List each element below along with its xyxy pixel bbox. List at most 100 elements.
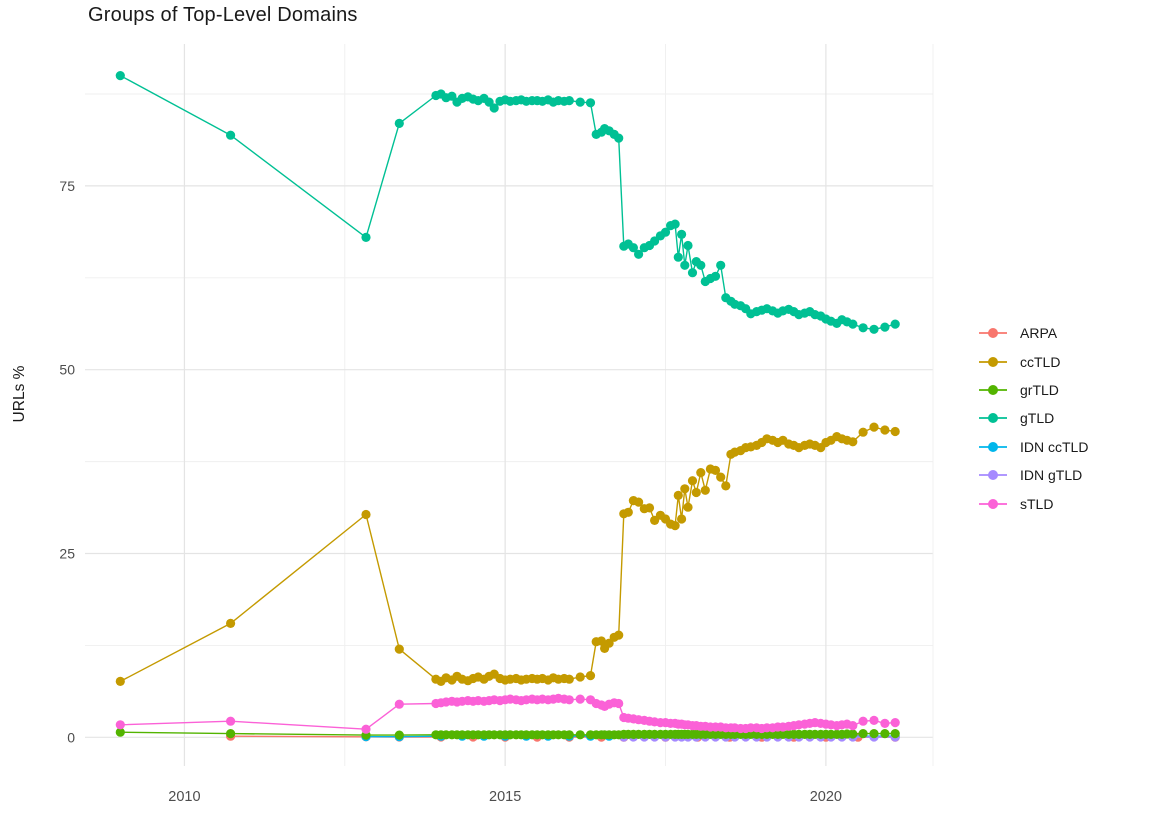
data-point-gtld	[680, 260, 690, 270]
data-point-gtld	[564, 96, 574, 106]
data-point-stld	[848, 721, 858, 731]
x-tick-label: 2015	[489, 789, 521, 805]
legend-item-label: grTLD	[1020, 381, 1059, 398]
data-point-cctld	[394, 644, 404, 654]
y-tick-label: 75	[59, 178, 75, 194]
data-point-gtld	[634, 249, 644, 259]
data-point-cctld	[226, 618, 236, 629]
data-point-cctld	[890, 426, 900, 437]
data-point-stld	[564, 695, 574, 705]
data-point-gtld	[683, 240, 693, 251]
data-point-gtld	[361, 232, 371, 242]
legend-item-gtld: gTLD	[978, 404, 1088, 432]
data-point-cctld	[858, 427, 868, 437]
data-point-cctld	[721, 481, 731, 491]
legend-item-label: sTLD	[1020, 495, 1054, 512]
data-point-stld	[575, 694, 585, 704]
data-point-gtld	[848, 319, 858, 329]
data-point-gtld	[890, 319, 900, 329]
data-point-gtld	[575, 97, 585, 107]
data-point-cctld	[673, 490, 683, 500]
data-point-grtld	[880, 729, 890, 739]
data-point-cctld	[677, 514, 687, 524]
data-point-gtld	[226, 130, 236, 140]
data-point-stld	[614, 698, 624, 709]
stld-legend-key-icon	[979, 498, 1007, 509]
data-point-gtld	[687, 268, 698, 278]
data-point-stld	[115, 720, 125, 730]
data-point-grtld	[226, 729, 236, 739]
data-point-grtld	[848, 729, 858, 739]
legend-item-grtld: grTLD	[978, 376, 1088, 404]
data-point-cctld	[115, 676, 125, 687]
data-point-stld	[869, 715, 879, 726]
data-point-gtld	[628, 243, 639, 253]
legend-item-arpa: ARPA	[978, 319, 1088, 347]
grtld-legend-key-icon	[979, 384, 1007, 395]
data-point-gtld	[660, 227, 671, 237]
legend-item-cctld: ccTLD	[978, 347, 1088, 375]
data-point-cctld	[585, 671, 596, 681]
series-cctld	[115, 422, 900, 687]
data-point-gtld	[869, 324, 879, 334]
data-point-gtld	[710, 271, 721, 281]
y-tick-label: 50	[59, 362, 75, 378]
data-point-gtld	[614, 133, 624, 143]
series-line-gtld	[119, 74, 896, 330]
data-point-cctld	[848, 437, 858, 447]
cctld-legend-key-icon	[979, 356, 1007, 367]
data-point-gtld	[673, 252, 683, 262]
series-stld	[115, 693, 900, 734]
data-point-cctld	[687, 476, 698, 486]
data-point-cctld	[361, 509, 371, 520]
data-point-gtld	[696, 260, 706, 270]
data-point-grtld	[115, 727, 125, 737]
data-point-cctld	[680, 484, 690, 494]
data-point-cctld	[596, 636, 607, 646]
data-point-cctld	[614, 630, 624, 640]
data-point-cctld	[700, 485, 710, 495]
legend-item-idn-cctld: IDN ccTLD	[978, 433, 1088, 461]
data-point-grtld	[564, 730, 574, 740]
data-point-cctld	[575, 672, 585, 682]
legend-item-label: gTLD	[1020, 410, 1055, 427]
data-point-gtld	[394, 118, 404, 128]
data-point-gtld	[880, 322, 890, 332]
x-tick-label: 2020	[810, 789, 842, 805]
data-point-cctld	[716, 472, 726, 482]
data-point-stld	[890, 718, 900, 728]
data-point-cctld	[623, 507, 633, 517]
gtld-legend-key-icon	[979, 413, 1007, 424]
data-point-stld	[858, 716, 868, 726]
data-point-grtld	[575, 730, 585, 740]
data-point-stld	[361, 724, 371, 734]
data-point-cctld	[683, 502, 693, 512]
x-tick-label: 2010	[168, 789, 200, 805]
data-point-stld	[226, 716, 236, 726]
idn-cctld-legend-key-icon	[979, 441, 1007, 452]
series-gtld	[115, 71, 900, 334]
legend: ARPA ccTLD grTLD gTLD IDN ccTLD IDN gTLD sTLD	[978, 319, 1088, 518]
legend-item-stld: sTLD	[978, 489, 1088, 517]
data-point-stld	[880, 718, 890, 729]
data-point-cctld	[691, 487, 701, 498]
data-point-cctld	[644, 503, 655, 513]
data-point-gtld	[115, 71, 125, 81]
data-point-cctld	[670, 521, 680, 531]
idn-gtld-legend-key-icon	[979, 470, 1007, 481]
data-point-grtld	[858, 729, 868, 739]
series-line-cctld	[119, 426, 896, 683]
data-point-gtld	[716, 260, 726, 270]
chart-title: Groups of Top-Level Domains	[88, 4, 358, 26]
data-point-gtld	[670, 219, 680, 229]
data-point-cctld	[634, 497, 644, 507]
legend-item-label: IDN ccTLD	[1020, 438, 1089, 455]
data-point-cctld	[869, 422, 879, 432]
y-tick-label: 25	[59, 546, 75, 562]
data-point-cctld	[880, 425, 890, 435]
data-point-gtld	[489, 103, 499, 113]
legend-item-label: ARPA	[1020, 325, 1058, 342]
data-point-cctld	[710, 465, 721, 475]
legend-item-label: ccTLD	[1020, 353, 1061, 370]
